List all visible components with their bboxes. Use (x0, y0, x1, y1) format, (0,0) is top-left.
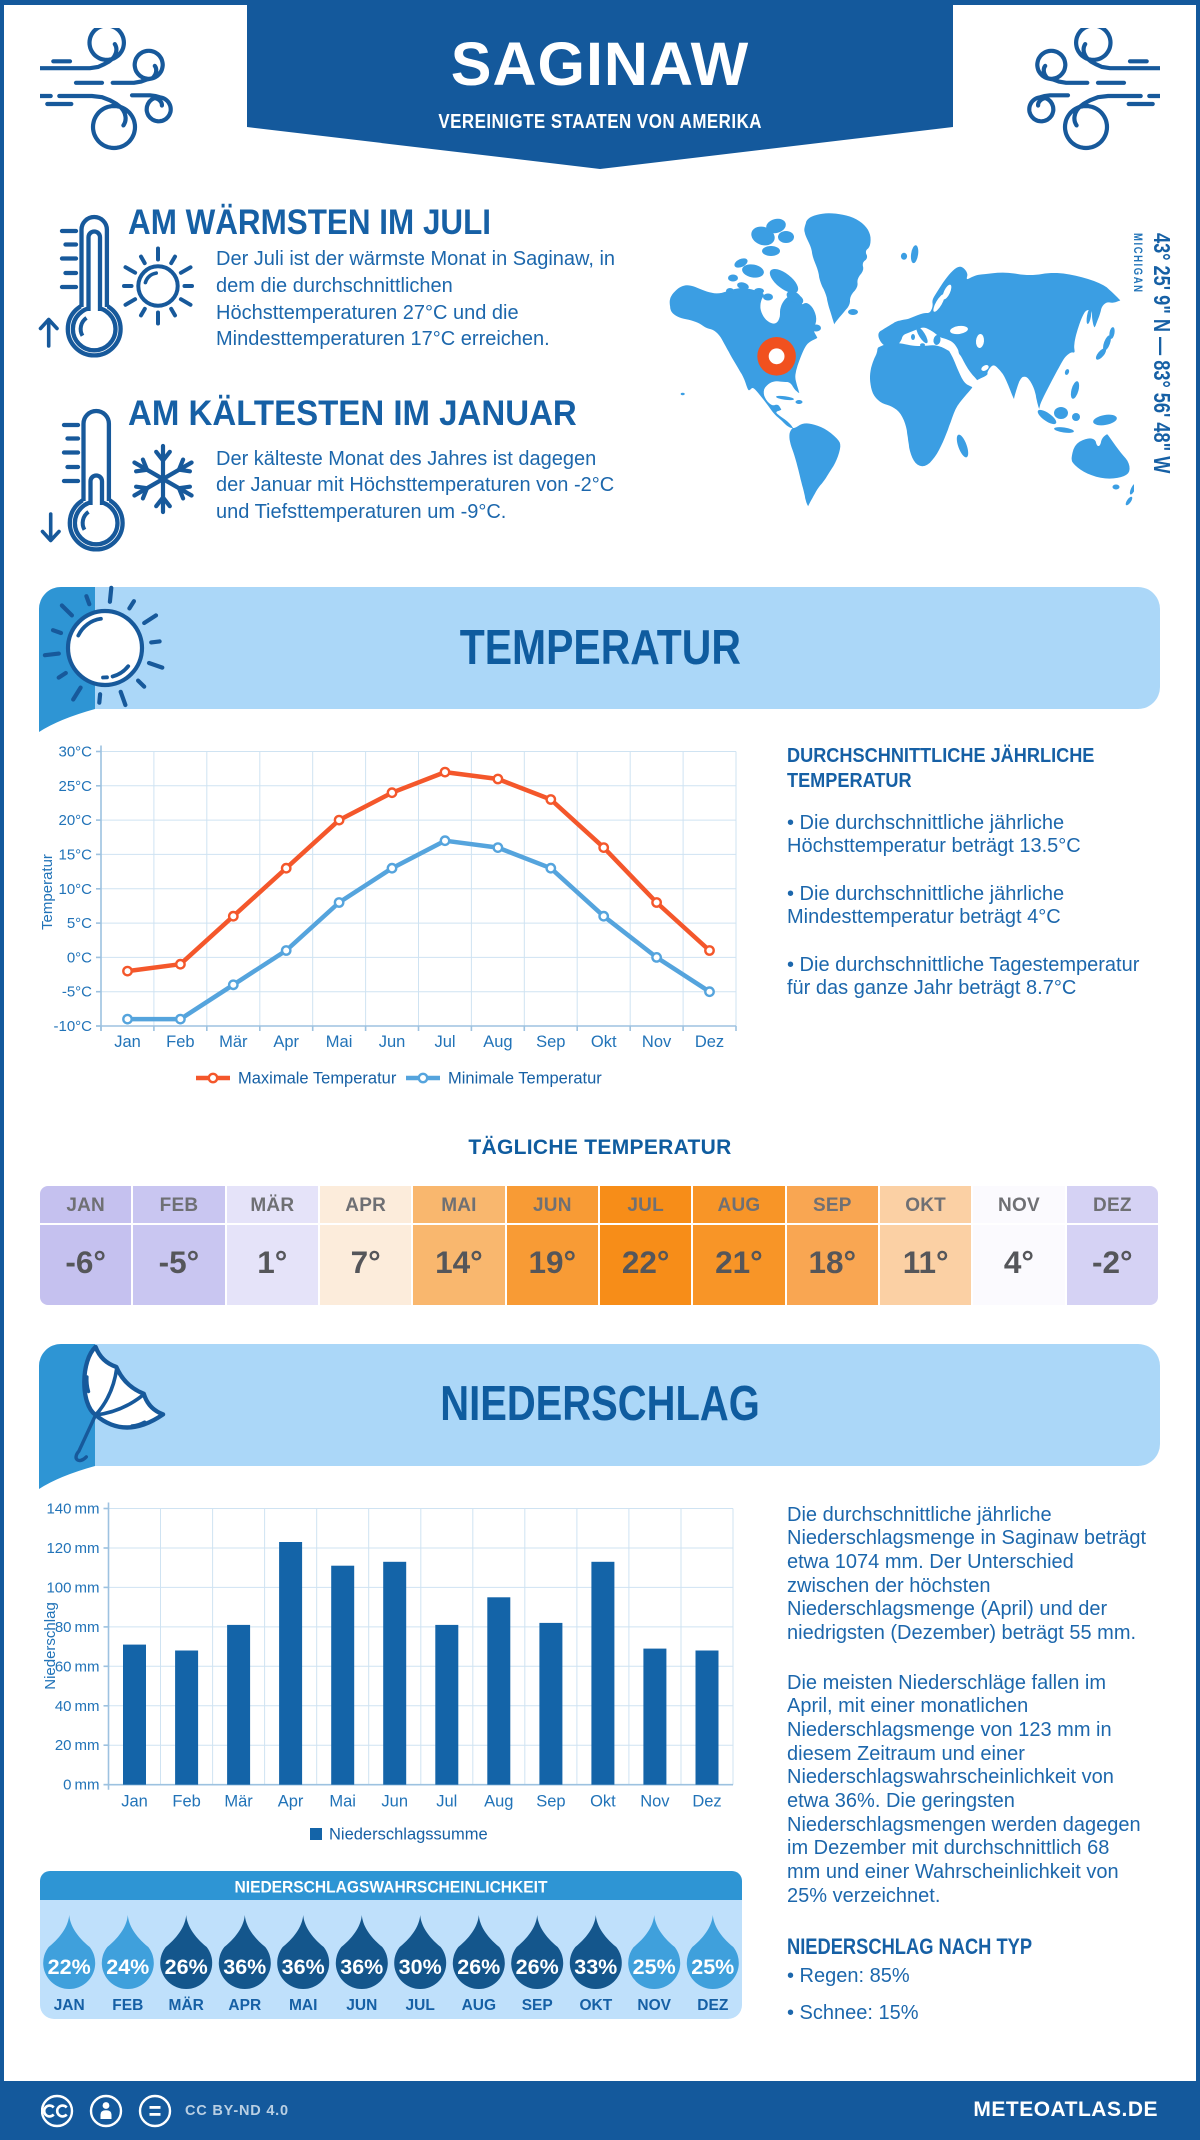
svg-text:Mai: Mai (326, 1033, 353, 1051)
svg-text:24%: 24% (106, 1955, 149, 1979)
svg-text:Temperatur: Temperatur (40, 854, 56, 930)
svg-text:AUG: AUG (462, 1997, 496, 2014)
svg-text:MÄR: MÄR (169, 1997, 204, 2014)
svg-text:80 mm: 80 mm (55, 1619, 100, 1636)
svg-text:Aug: Aug (483, 1033, 512, 1051)
svg-text:Jun: Jun (379, 1033, 406, 1051)
svg-text:15°C: 15°C (58, 846, 92, 863)
svg-text:30°C: 30°C (58, 744, 92, 761)
svg-text:JUN: JUN (346, 1997, 377, 2014)
svg-text:36%: 36% (340, 1955, 383, 1979)
svg-text:36%: 36% (282, 1955, 325, 1979)
svg-text:Feb: Feb (166, 1033, 194, 1051)
svg-text:60 mm: 60 mm (55, 1658, 100, 1675)
svg-text:JAN: JAN (54, 1997, 85, 2014)
svg-text:30%: 30% (399, 1955, 442, 1979)
svg-text:Niederschlagssumme: Niederschlagssumme (329, 1826, 488, 1844)
svg-text:Okt: Okt (590, 1793, 616, 1811)
svg-text:Apr: Apr (273, 1033, 299, 1051)
svg-text:Mai: Mai (329, 1793, 356, 1811)
svg-text:-10°C: -10°C (53, 1018, 92, 1035)
svg-text:OKT: OKT (579, 1997, 612, 2014)
svg-text:Jan: Jan (121, 1793, 148, 1811)
svg-text:FEB: FEB (112, 1997, 143, 2014)
svg-text:APR: APR (228, 1997, 261, 2014)
svg-text:26%: 26% (516, 1955, 559, 1979)
svg-text:Nov: Nov (640, 1793, 670, 1811)
svg-text:33%: 33% (574, 1955, 617, 1979)
svg-text:Feb: Feb (172, 1793, 200, 1811)
svg-text:Jul: Jul (436, 1793, 457, 1811)
svg-text:Niederschlag: Niederschlag (42, 1602, 59, 1690)
svg-text:Apr: Apr (278, 1793, 304, 1811)
svg-text:Okt: Okt (591, 1033, 617, 1051)
svg-text:Dez: Dez (692, 1793, 721, 1811)
svg-text:-5°C: -5°C (62, 984, 92, 1001)
svg-text:DEZ: DEZ (697, 1997, 729, 2014)
svg-text:26%: 26% (457, 1955, 500, 1979)
svg-text:20°C: 20°C (58, 812, 92, 829)
svg-text:36%: 36% (223, 1955, 266, 1979)
svg-text:Aug: Aug (484, 1793, 513, 1811)
svg-text:40 mm: 40 mm (55, 1698, 100, 1715)
svg-text:140 mm: 140 mm (46, 1501, 99, 1518)
svg-text:JUL: JUL (406, 1997, 435, 2014)
svg-text:SEP: SEP (522, 1997, 553, 2014)
svg-text:25%: 25% (633, 1955, 676, 1979)
svg-text:25%: 25% (691, 1955, 734, 1979)
svg-text:Jun: Jun (381, 1793, 408, 1811)
svg-text:Jul: Jul (434, 1033, 455, 1051)
svg-text:100 mm: 100 mm (46, 1579, 99, 1596)
svg-text:Dez: Dez (695, 1033, 724, 1051)
svg-text:Mär: Mär (224, 1793, 253, 1811)
svg-text:Jan: Jan (114, 1033, 141, 1051)
svg-text:NOV: NOV (637, 1997, 671, 2014)
svg-text:Nov: Nov (642, 1033, 672, 1051)
svg-text:120 mm: 120 mm (46, 1540, 99, 1557)
svg-text:MAI: MAI (289, 1997, 317, 2014)
svg-text:0 mm: 0 mm (63, 1777, 99, 1794)
svg-text:25°C: 25°C (58, 778, 92, 795)
svg-text:26%: 26% (165, 1955, 208, 1979)
svg-text:Sep: Sep (536, 1793, 565, 1811)
svg-text:10°C: 10°C (58, 881, 92, 898)
svg-text:5°C: 5°C (67, 915, 92, 932)
svg-text:0°C: 0°C (67, 949, 92, 966)
svg-text:Mär: Mär (219, 1033, 248, 1051)
svg-text:20 mm: 20 mm (55, 1737, 100, 1754)
svg-text:22%: 22% (48, 1955, 91, 1979)
svg-text:Minimale Temperatur: Minimale Temperatur (448, 1070, 602, 1088)
svg-text:NIEDERSCHLAGSWAHRSCHEINLICHKEI: NIEDERSCHLAGSWAHRSCHEINLICHKEIT (235, 1878, 549, 1897)
svg-text:Sep: Sep (536, 1033, 565, 1051)
svg-text:Maximale Temperatur: Maximale Temperatur (238, 1070, 397, 1088)
